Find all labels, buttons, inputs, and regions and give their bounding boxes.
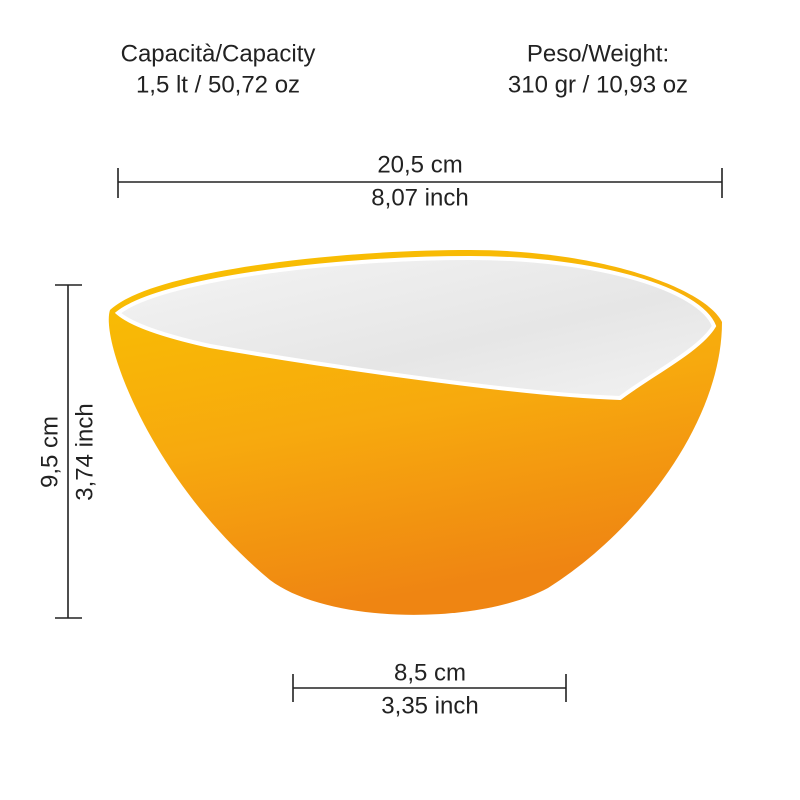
bowl bbox=[108, 250, 722, 615]
width-cm: 20,5 cm bbox=[377, 151, 462, 178]
width-inch: 8,07 inch bbox=[371, 184, 468, 211]
weight-value: 310 gr / 10,93 oz bbox=[508, 71, 688, 98]
weight-label: Peso/Weight: bbox=[527, 40, 669, 67]
height-cm: 9,5 cm bbox=[36, 416, 63, 488]
capacity-value: 1,5 lt / 50,72 oz bbox=[136, 71, 300, 98]
capacity-label: Capacità/Capacity bbox=[121, 40, 316, 67]
width-dimension bbox=[117, 168, 723, 198]
height-inch: 3,74 inch bbox=[71, 403, 98, 500]
base-inch: 3,35 inch bbox=[381, 692, 478, 719]
base-dimension bbox=[292, 674, 567, 702]
height-dimension bbox=[55, 284, 82, 619]
base-cm: 8,5 cm bbox=[394, 659, 466, 686]
